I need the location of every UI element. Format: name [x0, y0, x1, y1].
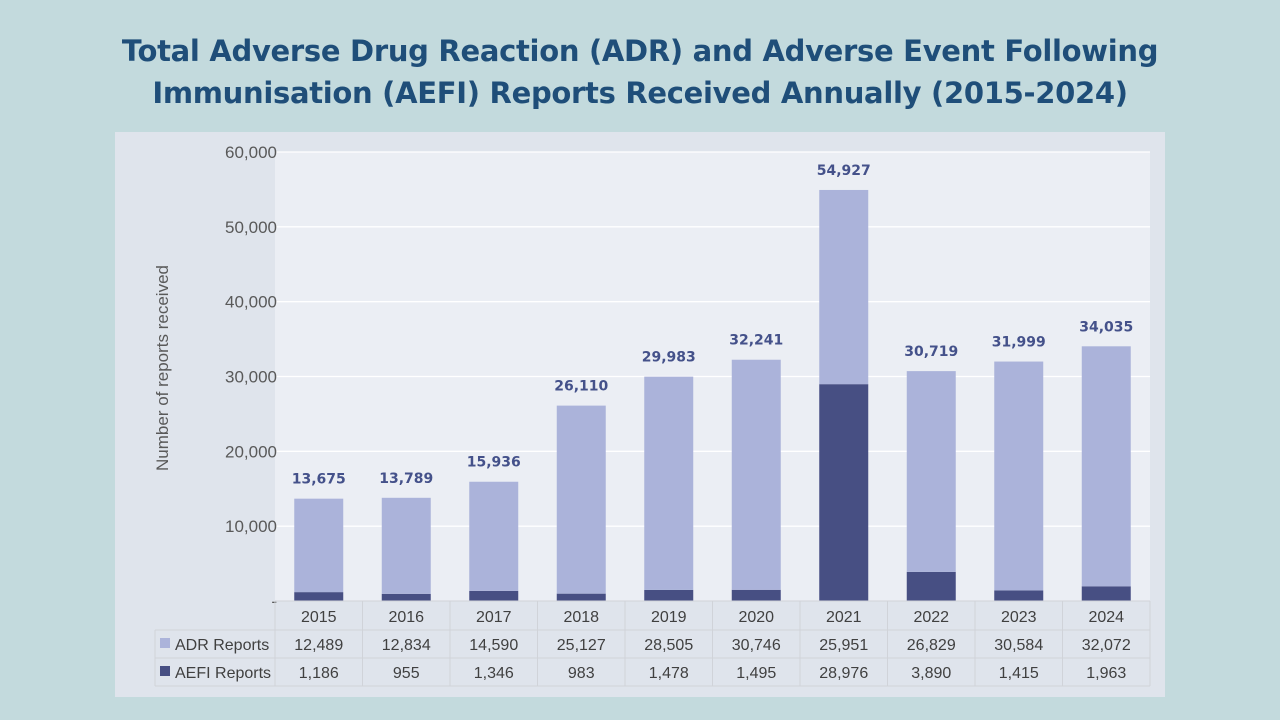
legend-label-aefi: AEFI Reports — [175, 665, 271, 682]
y-tick-label: 40,000 — [225, 293, 277, 312]
table-cell-adr: 25,127 — [557, 637, 606, 654]
total-data-label: 15,936 — [467, 455, 521, 471]
legend-label-adr: ADR Reports — [175, 637, 269, 654]
legend-key-adr — [160, 638, 170, 648]
total-data-label: 26,110 — [554, 379, 608, 395]
table-cell-aefi: 28,976 — [819, 665, 868, 682]
total-data-label: 29,983 — [642, 350, 696, 366]
bar-aefi — [556, 593, 606, 601]
bar-aefi — [906, 571, 956, 601]
table-cell-aefi: 1,415 — [999, 665, 1039, 682]
bar-aefi — [1081, 586, 1131, 601]
table-cell-aefi: 1,495 — [736, 665, 776, 682]
total-data-label: 30,719 — [904, 344, 958, 360]
table-cell-adr: 26,829 — [907, 637, 956, 654]
category-label: 2021 — [826, 609, 862, 626]
total-data-label: 32,241 — [729, 333, 783, 349]
category-label: 2018 — [563, 609, 599, 626]
total-data-label: 13,675 — [292, 472, 346, 488]
bar-aefi — [644, 589, 694, 601]
table-cell-aefi: 3,890 — [911, 665, 951, 682]
category-label: 2017 — [476, 609, 512, 626]
table-cell-adr: 12,489 — [294, 637, 343, 654]
bar-adr — [994, 361, 1044, 591]
bar-adr — [819, 189, 869, 385]
bar-aefi — [731, 589, 781, 601]
bar-adr — [294, 498, 344, 593]
table-cell-adr: 25,951 — [819, 637, 868, 654]
table-cell-aefi: 1,963 — [1086, 665, 1126, 682]
chart-title: Total Adverse Drug Reaction (ADR) and Ad… — [0, 30, 1280, 114]
category-label: 2016 — [388, 609, 424, 626]
table-cell-adr: 12,834 — [382, 637, 431, 654]
total-labels: 13,675 13,789 15,936 26,110 29,983 32,241 54,9… — [292, 163, 1134, 488]
bar-adr — [644, 376, 694, 590]
y-tick-label: 20,000 — [225, 442, 277, 461]
table-cell-adr: 14,590 — [469, 637, 518, 654]
total-data-label: 54,927 — [817, 163, 871, 179]
total-data-label: 34,035 — [1079, 319, 1133, 335]
y-tick-label: 60,000 — [225, 143, 277, 162]
bar-aefi — [819, 384, 869, 601]
table-cell-adr: 30,746 — [732, 637, 781, 654]
bar-aefi — [994, 590, 1044, 601]
chart-title-line-1: Total Adverse Drug Reaction (ADR) and Ad… — [121, 34, 1159, 68]
table-cell-aefi: 955 — [393, 665, 420, 682]
category-label: 2015 — [301, 609, 337, 626]
legend-key-aefi — [160, 666, 170, 676]
bar-aefi — [294, 592, 344, 601]
bar-adr — [556, 405, 606, 594]
table-cell-aefi: 1,186 — [299, 665, 339, 682]
bar-adr — [381, 497, 431, 594]
y-tick-label: 50,000 — [225, 218, 277, 237]
y-tick-label: 10,000 — [225, 517, 277, 536]
bar-adr — [1081, 346, 1131, 587]
category-label: 2023 — [1001, 609, 1037, 626]
data-table: 2015 12,489 1,186 2016 12,834 955 2017 14,590 1,… — [154, 600, 1151, 687]
category-label: 2019 — [651, 609, 687, 626]
bar-aefi — [469, 590, 519, 601]
bars — [294, 189, 1131, 601]
category-label: 2024 — [1088, 609, 1124, 626]
y-axis-ticks: - 10,000 20,000 30,000 40,000 50,000 60,000 — [225, 143, 277, 611]
y-axis-label: Number of reports received — [153, 265, 172, 471]
y-tick-label: 30,000 — [225, 368, 277, 387]
bar-aefi — [381, 593, 431, 601]
table-cell-adr: 32,072 — [1082, 637, 1131, 654]
chart-title-line-2: Immunisation (AEFI) Reports Received Ann… — [152, 76, 1128, 110]
category-label: 2022 — [913, 609, 949, 626]
y-tick-label: - — [271, 592, 277, 611]
bar-adr — [469, 481, 519, 591]
table-cell-adr: 30,584 — [994, 637, 1043, 654]
category-label: 2020 — [738, 609, 774, 626]
total-data-label: 13,789 — [379, 471, 433, 487]
bar-adr — [731, 359, 781, 590]
table-cell-aefi: 983 — [568, 665, 595, 682]
total-data-label: 31,999 — [992, 335, 1046, 351]
bar-adr — [906, 371, 956, 572]
table-cell-aefi: 1,346 — [474, 665, 514, 682]
table-cell-adr: 28,505 — [644, 637, 693, 654]
table-cell-aefi: 1,478 — [649, 665, 689, 682]
